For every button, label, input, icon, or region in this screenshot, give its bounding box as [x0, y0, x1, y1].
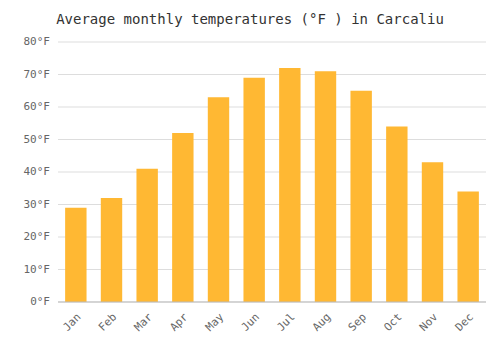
bar [243, 78, 264, 302]
y-tick-label: 40°F [24, 165, 51, 178]
x-axis-line [58, 302, 486, 303]
x-tick-label: Jan [60, 311, 83, 334]
y-tick-label: 0°F [30, 295, 50, 308]
x-tick-label: Nov [417, 310, 441, 334]
x-tick-label: Sep [346, 311, 369, 334]
bar [386, 127, 407, 303]
x-tick-label: Apr [167, 310, 191, 334]
y-tick-label: 60°F [24, 100, 51, 113]
bar [136, 169, 157, 302]
y-tick-label: 20°F [24, 230, 51, 243]
y-tick-label: 10°F [24, 263, 51, 276]
title: Average monthly temperatures (°F ) in Ca… [56, 11, 444, 27]
bar [101, 198, 122, 302]
x-tick-label: Oct [381, 311, 404, 334]
bar [350, 91, 371, 302]
y-tick-label: 70°F [24, 68, 51, 81]
y-tick-label: 30°F [24, 198, 51, 211]
grid-line [58, 302, 486, 303]
grid-line [58, 42, 486, 43]
y-tick-label: 80°F [24, 35, 51, 48]
x-tick-label: Dec [453, 311, 476, 334]
bar [315, 71, 336, 302]
bar [172, 133, 193, 302]
y-axis: 0°F 10°F 20°F 30°F 40°F 50°F 60°F 70°F 80°F [24, 35, 51, 308]
x-tick-label: Jul [274, 311, 297, 334]
bar [65, 208, 86, 302]
bar [208, 97, 229, 302]
x-tick-label: Feb [96, 311, 119, 334]
bar [457, 192, 478, 303]
chart-container: Average monthly temperatures (°F ) in Ca… [0, 0, 500, 350]
grid-line [58, 74, 486, 75]
page: {"chart_data": {"type": "bar", "title": … [0, 0, 500, 350]
bars [65, 68, 479, 302]
bar [422, 162, 443, 302]
bar [279, 68, 300, 302]
x-tick-label: Aug [310, 311, 333, 334]
chart: Average monthly temperatures (°F ) in Ca… [0, 0, 500, 350]
x-tick-label: May [203, 310, 227, 334]
grid [58, 42, 486, 302]
x-tick-label: Mar [132, 310, 156, 334]
x-axis: Jan Feb Mar Apr May Jun Jul Aug Sep Oct Nov Dec [58, 302, 486, 334]
grid-line [58, 107, 486, 108]
y-tick-label: 50°F [24, 133, 51, 146]
grid-line [58, 139, 486, 140]
x-tick-label: Jun [239, 311, 262, 334]
